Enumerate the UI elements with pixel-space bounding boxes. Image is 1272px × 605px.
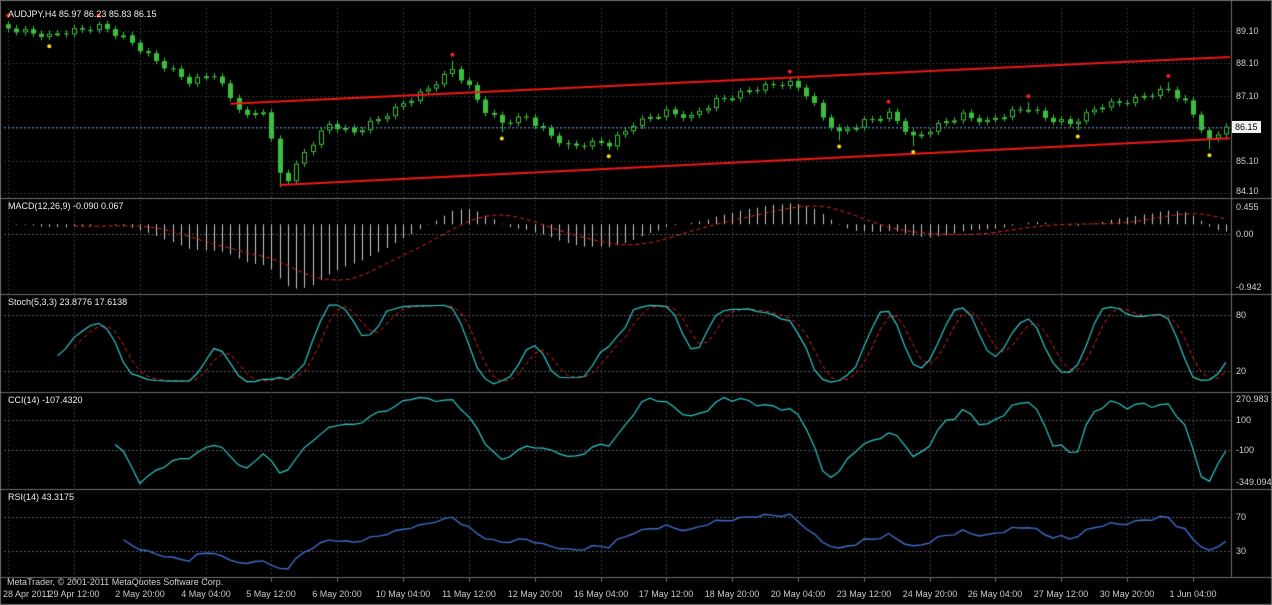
panel-title-macd: MACD(12,26,9) -0.090 0.067 <box>8 201 124 211</box>
time-label-14: 24 May 20:00 <box>902 589 958 599</box>
time-label-6: 10 May 04:00 <box>375 589 431 599</box>
time-label-7: 11 May 12:00 <box>442 589 496 599</box>
time-label-18: 1 Jun 04:00 <box>1169 589 1217 599</box>
time-label-16: 27 May 12:00 <box>1033 589 1089 599</box>
time-label-17: 30 May 20:00 <box>1099 589 1155 599</box>
time-label-10: 17 May 12:00 <box>638 589 694 599</box>
time-label-11: 18 May 20:00 <box>704 589 760 599</box>
panel-title-cci: CCI(14) -107.4320 <box>8 395 83 405</box>
y-axis-label-macd-0: 0.455 <box>1236 202 1259 212</box>
time-label-3: 4 May 04:00 <box>181 589 231 599</box>
time-label-13: 23 May 12:00 <box>836 589 892 599</box>
current-price-tag: 86.15 <box>1232 121 1261 133</box>
y-axis-label-rsi-0: 70 <box>1236 512 1247 522</box>
time-label-4: 5 May 12:00 <box>246 589 296 599</box>
time-label-12: 20 May 04:00 <box>770 589 826 599</box>
time-label-2: 2 May 20:00 <box>115 589 165 599</box>
y-axis-label-price-1: 88.10 <box>1236 58 1259 68</box>
panel-title-price: AUDJPY,H4 85.97 86.23 85.83 86.15 <box>8 9 157 19</box>
y-axis-label-price-3: 85.10 <box>1236 156 1259 166</box>
y-axis-label-cci-1: 100 <box>1236 415 1252 425</box>
time-label-0: 28 Apr 2011 <box>3 589 51 599</box>
time-label-8: 12 May 20:00 <box>507 589 563 599</box>
time-label-5: 6 May 20:00 <box>312 589 362 599</box>
y-axis-label-stoch-0: 80 <box>1236 310 1247 320</box>
y-axis-label-cci-0: 270.983 <box>1236 394 1269 404</box>
copyright-text: MetaTrader, © 2001-2011 MetaQuotes Softw… <box>7 577 224 587</box>
time-label-1: 29 Apr 12:00 <box>48 589 100 599</box>
y-axis-label-macd-2: -0.942 <box>1236 282 1262 292</box>
y-axis-label-price-4: 84.10 <box>1236 186 1259 196</box>
time-label-15: 26 May 04:00 <box>967 589 1023 599</box>
y-axis-label-cci-2: -100 <box>1236 445 1255 455</box>
panel-title-stoch: Stoch(5,3,3) 23.8776 17.6138 <box>8 297 128 307</box>
y-axis-label-rsi-1: 30 <box>1236 546 1247 556</box>
panel-title-rsi: RSI(14) 43.3175 <box>8 492 75 502</box>
y-axis-label-macd-1: 0.00 <box>1236 229 1254 239</box>
y-axis-label-stoch-1: 20 <box>1236 366 1247 376</box>
y-axis-label-cci-3: -349.094 <box>1236 477 1272 487</box>
y-axis-label-price-2: 87.10 <box>1236 91 1259 101</box>
time-label-9: 16 May 04:00 <box>573 589 629 599</box>
y-axis-label-price-0: 89.10 <box>1236 26 1259 36</box>
